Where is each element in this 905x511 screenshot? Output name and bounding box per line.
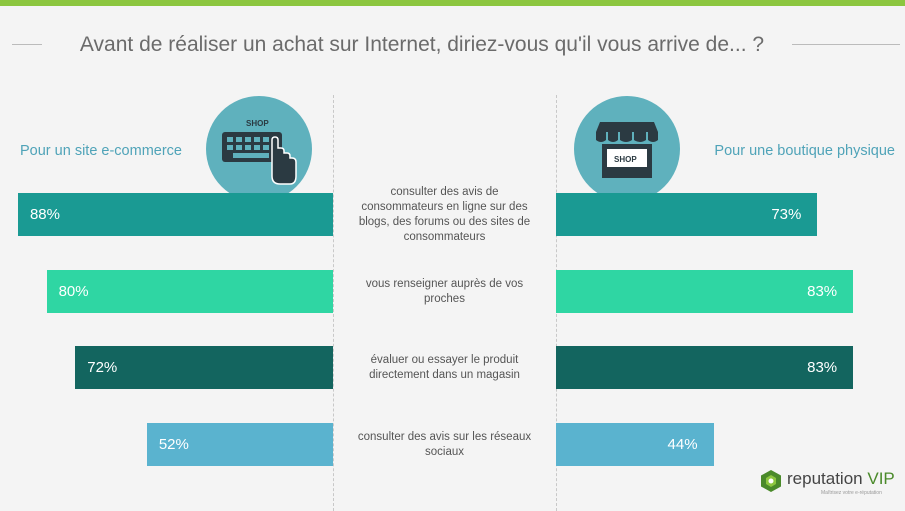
bar-ecommerce-4-label: 52% (158, 436, 189, 453)
reputation-vip-logo: reputation VIP Maîtrisez votre e-réputat… (759, 465, 899, 501)
title-rule-right (792, 44, 900, 45)
category-label-4: consulter des avis sur les réseaux sociau… (357, 430, 532, 458)
bar-store-2-label: 83% (807, 283, 838, 300)
bar-ecommerce-4 (146, 423, 333, 466)
bar-store-2 (556, 270, 854, 313)
category-label-1: consulter des avis de consommateurs en li… (358, 185, 531, 243)
keyboard-shop-icon: SHOP (222, 119, 297, 185)
bar-ecommerce-1-label: 88% (29, 206, 60, 223)
top-accent-bar (0, 0, 905, 6)
ecommerce-badge: SHOP (206, 96, 312, 202)
bar-store-1-label: 73% (771, 206, 802, 223)
storefront-shop-icon: SHOP (596, 122, 658, 178)
bar-store-3-label: 83% (807, 359, 838, 376)
logo-wordmark: reputation VIP (787, 469, 895, 489)
bar-store-4 (556, 423, 714, 466)
logo-word-vip: VIP (867, 469, 895, 488)
right-series-label: Pour une boutique physique (714, 143, 895, 159)
shop-badge: SHOP (574, 96, 680, 202)
title-rule-left (12, 44, 42, 45)
title-row: Avant de réaliser un achat sur Internet,… (0, 30, 905, 60)
bar-ecommerce-1 (17, 193, 333, 236)
bar-ecommerce-2-label: 80% (58, 283, 89, 300)
center-divider-left (333, 95, 334, 511)
bar-store-1 (556, 193, 818, 236)
bar-store-4-label: 44% (667, 436, 698, 453)
bar-ecommerce-3-label: 72% (87, 359, 118, 376)
logo-tagline: Maîtrisez votre e-réputation (821, 490, 882, 496)
chart-title: Avant de réaliser un achat sur Internet,… (79, 33, 765, 56)
category-label-2: vous renseigner auprès de vos proches (365, 277, 524, 305)
left-series-label: Pour un site e-commerce (20, 143, 182, 159)
category-label-3: évaluer ou essayer le produit directement… (369, 353, 520, 381)
bar-ecommerce-3 (75, 346, 333, 389)
keyboard-shop-text: SHOP (246, 119, 269, 128)
logo-hexagon-icon (761, 470, 781, 492)
bar-store-3 (556, 346, 854, 389)
bar-ecommerce-2 (46, 270, 333, 313)
storefront-shop-text: SHOP (614, 155, 637, 164)
logo-word-reputation: reputation (787, 469, 863, 488)
